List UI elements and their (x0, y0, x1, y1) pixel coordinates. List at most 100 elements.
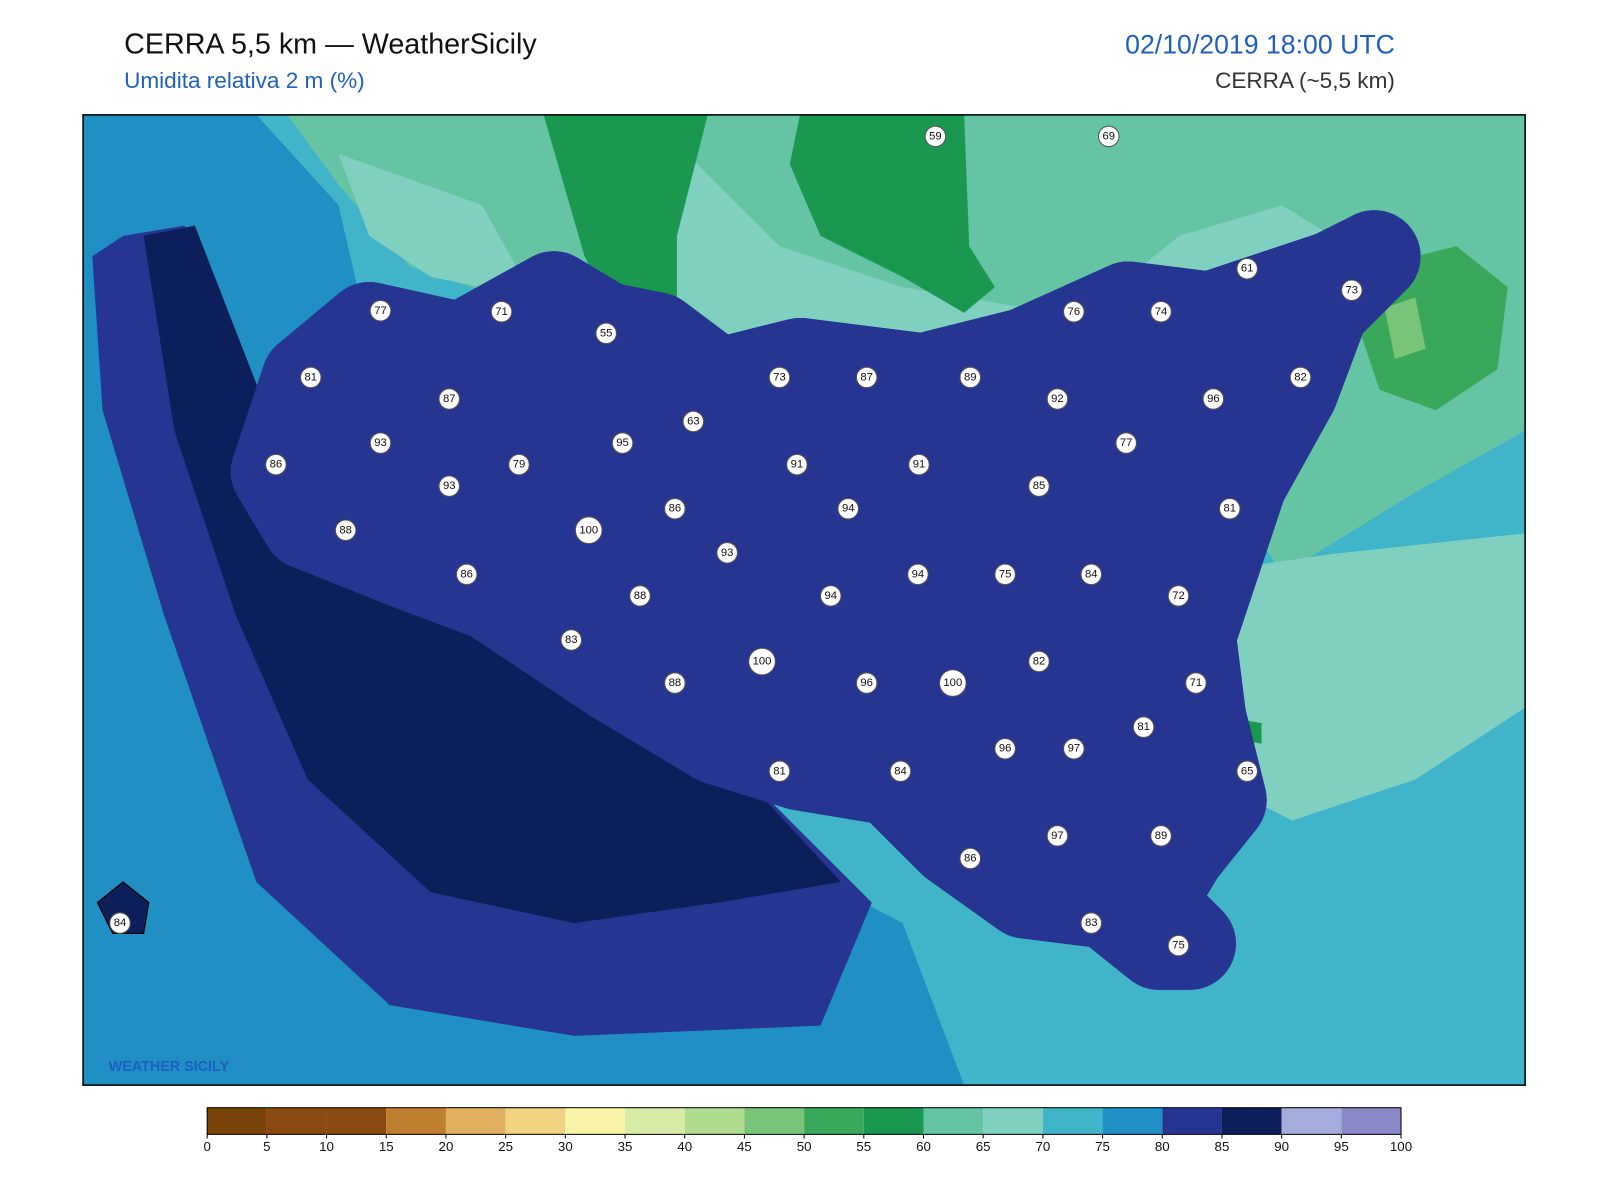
colorbar-swatch (923, 1107, 984, 1135)
model-label: CERRA (~5,5 km) (1215, 68, 1395, 93)
station-value: 71 (495, 306, 508, 318)
station-value: 86 (964, 852, 977, 864)
colorbar-swatch (744, 1107, 805, 1135)
station-value: 100 (753, 656, 772, 668)
station-value: 74 (1155, 306, 1168, 318)
colorbar-swatch (207, 1107, 267, 1135)
station: 83 (560, 629, 583, 651)
logo: WS WEATHER SICILY (97, 989, 229, 1075)
station-value: 61 (1241, 263, 1254, 275)
station-value: 75 (999, 568, 1012, 580)
station-marker (855, 672, 878, 694)
station-value: 93 (443, 480, 456, 492)
station-value: 85 (1033, 480, 1046, 492)
station: 71 (490, 301, 513, 323)
colorbar-tick-label: 30 (558, 1139, 573, 1154)
station: 87 (855, 366, 878, 389)
station-marker (1167, 934, 1190, 957)
colorbar-swatch (684, 1107, 745, 1135)
station: 94 (820, 585, 842, 607)
colorbar-tick-label: 5 (263, 1139, 270, 1154)
station-marker (664, 672, 686, 694)
station: 55 (595, 322, 617, 345)
station: 82 (1289, 366, 1312, 389)
station-value: 86 (669, 503, 682, 515)
datetime: 02/10/2019 18:00 UTC (1125, 29, 1395, 59)
station-marker (994, 563, 1016, 586)
station-marker (369, 299, 392, 322)
station-value: 100 (943, 677, 962, 689)
station-marker (1185, 672, 1207, 694)
colorbar-tick-label: 40 (677, 1139, 692, 1154)
station-marker (716, 542, 738, 564)
station-value: 96 (999, 743, 1012, 755)
station-marker (629, 585, 651, 607)
station-marker (265, 453, 287, 476)
station-value: 83 (565, 634, 578, 646)
station-marker (768, 760, 791, 783)
colorbar-swatch (1102, 1107, 1163, 1135)
map-frame (82, 114, 1526, 1086)
colorbar-tick-label: 100 (1390, 1139, 1412, 1154)
station-marker (938, 669, 967, 697)
colorbar-swatch (804, 1107, 864, 1135)
station-value: 84 (114, 917, 127, 929)
station-value: 82 (1033, 656, 1046, 668)
station: 82 (1028, 650, 1050, 673)
station: 92 (1046, 388, 1069, 410)
station-value: 88 (634, 590, 647, 602)
colorbar-tick-label: 65 (976, 1139, 991, 1154)
station: 94 (907, 563, 929, 586)
colorbar-tick-label: 90 (1274, 1139, 1289, 1154)
station: 88 (664, 672, 686, 694)
station: 73 (768, 366, 791, 389)
station-value: 86 (460, 568, 473, 580)
station-value: 97 (1068, 743, 1081, 755)
station: 86 (664, 497, 686, 520)
station-value: 81 (305, 371, 318, 383)
station-value: 88 (669, 677, 682, 689)
station-marker (1080, 563, 1103, 586)
station-value: 83 (1085, 917, 1098, 929)
colorbar-tick-label: 55 (856, 1139, 871, 1154)
station: 65 (1236, 760, 1258, 783)
station-value: 55 (600, 327, 613, 339)
subtitle: Umidita relativa 2 m (%) (124, 68, 365, 93)
station: 75 (994, 563, 1016, 586)
station: 100 (574, 516, 603, 545)
station: 86 (455, 563, 478, 586)
station: 93 (716, 542, 738, 564)
station: 77 (369, 299, 392, 322)
station: 97 (1063, 737, 1085, 760)
colorbar-tick-label: 85 (1215, 1139, 1230, 1154)
station-marker (1202, 388, 1225, 410)
colorbar-swatch (863, 1107, 924, 1135)
logo-text: WEATHER SICILY (109, 1059, 230, 1075)
station: 96 (1202, 388, 1225, 410)
station: 59 (924, 125, 947, 148)
colorbar-tick-label: 10 (319, 1139, 334, 1154)
station-marker (959, 847, 982, 870)
colorbar-tick-label: 50 (797, 1139, 812, 1154)
station-marker (889, 760, 912, 783)
station-value: 76 (1068, 306, 1081, 318)
station-marker (1080, 912, 1103, 934)
station-value: 86 (270, 459, 283, 471)
station-marker (1341, 279, 1363, 302)
station-marker (1063, 301, 1085, 323)
station-value: 84 (894, 765, 907, 777)
station: 81 (299, 366, 322, 389)
station: 86 (265, 453, 287, 476)
station: 63 (682, 410, 705, 433)
station-value: 88 (339, 524, 352, 536)
station-marker (908, 453, 930, 476)
station-marker (1289, 366, 1312, 389)
station: 100 (748, 647, 776, 676)
station: 93 (438, 475, 460, 497)
colorbar-tick-label: 35 (618, 1139, 633, 1154)
station: 87 (438, 388, 460, 410)
colorbar-tick-label: 60 (916, 1139, 931, 1154)
station-value: 93 (721, 547, 734, 559)
colorbar-swatch (505, 1107, 566, 1135)
